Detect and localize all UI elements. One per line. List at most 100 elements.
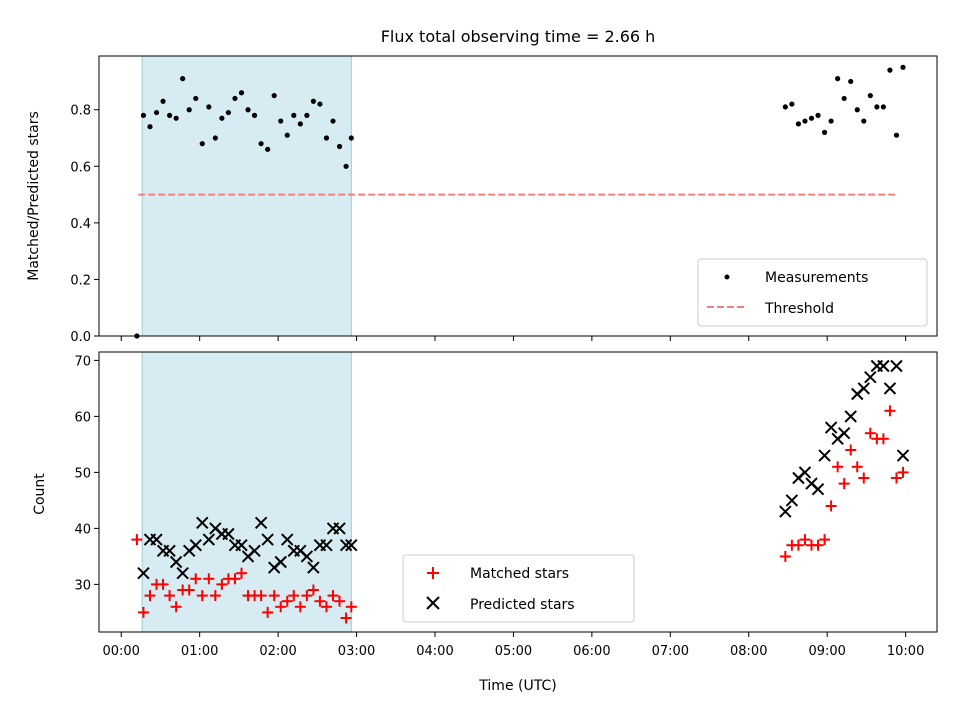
predicted-stars-point — [896, 449, 910, 462]
matched-stars-point — [812, 539, 824, 551]
x-tick-label: 03:00 — [338, 644, 375, 659]
matched-stars-point — [792, 539, 804, 551]
measurement-point — [795, 121, 802, 127]
predicted-stars-point — [798, 466, 812, 479]
matched-stars-point — [864, 427, 876, 439]
matched-stars-point — [196, 590, 208, 602]
legend-predicted-label: Predicted stars — [470, 597, 575, 613]
matched-stars-point — [851, 461, 863, 473]
measurement-point — [854, 107, 860, 113]
measurement-point — [828, 118, 834, 124]
predicted-stars-point — [150, 533, 163, 546]
top-observing-window — [141, 55, 352, 337]
matched-stars-point — [897, 466, 909, 478]
bottom-axes-frame — [98, 351, 938, 633]
matched-stars-point — [832, 461, 844, 473]
matched-stars-point — [340, 612, 352, 624]
top-panel: 0.00.20.40.60.8 Matched/Predicted stars … — [26, 55, 938, 345]
predicted-stars-point — [890, 359, 903, 373]
measurement-point — [180, 76, 186, 82]
predicted-stars-point — [824, 421, 838, 434]
bottom-y-axis-label: Count — [32, 473, 48, 515]
measurement-point — [147, 124, 153, 130]
predicted-stars-point — [176, 566, 189, 580]
matched-stars-point — [262, 606, 274, 618]
predicted-stars-point — [837, 426, 851, 440]
predicted-stars-point — [222, 527, 235, 541]
measurement-point — [212, 135, 218, 141]
predicted-stars-point — [274, 555, 287, 569]
matched-stars-point — [845, 444, 857, 456]
measurement-point — [166, 112, 173, 118]
matched-stars-point — [137, 606, 149, 618]
matched-stars-point — [779, 550, 791, 562]
matched-stars-point — [314, 595, 326, 607]
matched-stars-point — [858, 472, 870, 484]
x-tick-label: 04:00 — [416, 644, 453, 659]
measurement-point — [348, 135, 354, 141]
measurement-point — [238, 90, 245, 96]
predicted-stars-point — [779, 505, 792, 518]
matched-stars-point — [320, 601, 332, 613]
measurement-point — [336, 143, 343, 150]
predicted-stars-point — [339, 538, 353, 552]
predicted-stars-point — [235, 538, 248, 552]
matched-stars-point — [209, 590, 221, 602]
matched-stars-point — [345, 601, 357, 613]
measurement-point — [297, 121, 303, 127]
top-y-tick-label: 0.8 — [70, 104, 91, 119]
matched-stars-point — [164, 590, 176, 602]
predicted-stars-point — [844, 410, 857, 423]
matched-stars-point — [183, 584, 195, 596]
x-tick-label: 05:00 — [495, 644, 532, 659]
bottom-y-tick-label: 40 — [74, 522, 91, 537]
top-legend-box — [697, 258, 928, 327]
predicted-stars-point — [196, 516, 209, 530]
measurement-point — [323, 135, 330, 141]
measurement-point — [265, 146, 271, 152]
measurement-point — [880, 104, 886, 110]
bottom-y-tick-label: 60 — [74, 410, 91, 425]
bottom-y-tick-label: 50 — [74, 466, 91, 481]
measurement-point — [802, 118, 808, 124]
matched-stars-point — [327, 590, 339, 602]
predicted-stars-point — [281, 533, 294, 546]
predicted-stars-point — [248, 544, 261, 558]
matched-stars-point — [131, 534, 143, 546]
matched-stars-point — [819, 534, 831, 546]
measurement-point — [232, 95, 238, 102]
measurement-point — [808, 115, 815, 121]
bottom-y-tick-label: 30 — [74, 578, 91, 593]
predicted-stars-point — [877, 359, 890, 373]
x-tick-label: 09:00 — [808, 644, 845, 659]
bottom-observing-window — [141, 351, 352, 633]
bottom-y-tick-label: 70 — [74, 354, 91, 369]
measurement-point — [821, 129, 828, 135]
measurement-point — [887, 67, 893, 73]
measurement-point — [861, 118, 867, 124]
measurement-point — [848, 78, 854, 85]
legend-threshold-label: Threshold — [764, 301, 834, 317]
predicted-stars-point — [307, 561, 320, 574]
measurement-point — [219, 115, 225, 121]
chart-title: Flux total observing time = 2.66 h — [381, 27, 656, 46]
top-legend: Measurements Threshold — [697, 258, 928, 327]
legend-measurements-label: Measurements — [765, 270, 868, 286]
matched-stars-point — [294, 601, 306, 613]
x-tick-label: 10:00 — [887, 644, 924, 659]
measurement-point — [153, 109, 160, 116]
predicted-stars-point — [811, 482, 825, 496]
measurement-point — [225, 109, 232, 116]
measurement-point — [186, 107, 192, 113]
predicted-stars-point — [785, 494, 799, 507]
measurement-point — [140, 112, 147, 118]
measurement-point — [258, 141, 264, 147]
matched-stars-point — [884, 405, 896, 417]
measurement-point — [900, 64, 906, 70]
predicted-stars-point — [345, 538, 358, 552]
measurement-point — [193, 95, 199, 102]
predicted-stars-point — [254, 516, 268, 530]
legend-matched-label: Matched stars — [470, 566, 569, 582]
measurement-point — [271, 92, 277, 99]
